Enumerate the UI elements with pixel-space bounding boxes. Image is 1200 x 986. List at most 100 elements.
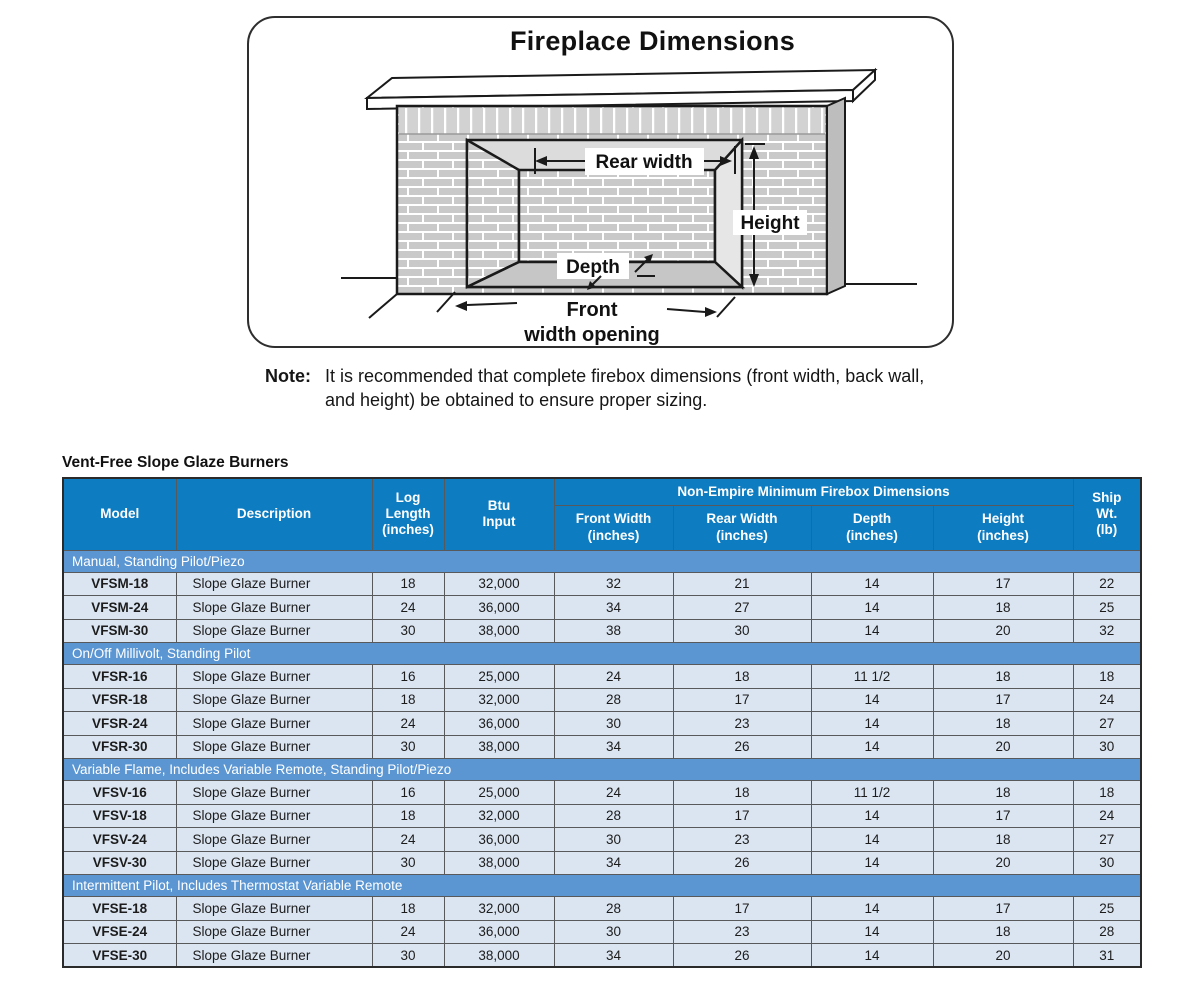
model-cell: VFSR-18 <box>62 687 177 712</box>
front-width-label-line1: Front <box>566 299 617 321</box>
ground-lines <box>341 277 917 319</box>
rear-width-cell: 18 <box>672 780 812 805</box>
log-length-cell: 24 <box>371 827 445 852</box>
spec-row: VFSV-18 Slope Glaze Burner 18 32,000 28 17 14 1… <box>62 803 1142 828</box>
fireplace-diagram-panel: Fireplace Dimensions <box>247 16 954 348</box>
rear-width-label: Rear width <box>595 152 692 173</box>
btu-input-cell: 32,000 <box>443 571 555 596</box>
section-header: On/Off Millivolt, Standing Pilot <box>62 642 1142 665</box>
depth-arrow-up-icon <box>644 254 653 263</box>
model-cell: VFSV-18 <box>62 803 177 828</box>
col-header-log-length: Log Length (inches) <box>371 477 445 551</box>
height-up-arrow-icon <box>749 146 759 159</box>
ship-wt-cell: 22 <box>1072 571 1142 596</box>
depth-cell: 14 <box>810 711 934 736</box>
spec-table-body: Manual, Standing Pilot/Piezo VFSM-18 Slope… <box>62 549 1142 968</box>
log-length-cell: 30 <box>371 618 445 643</box>
btu-input-cell: 36,000 <box>443 595 555 620</box>
height-cell: 18 <box>932 827 1074 852</box>
front-width-cell: 30 <box>553 711 674 736</box>
front-width-cell: 24 <box>553 780 674 805</box>
mantel-shelf <box>364 67 878 111</box>
depth-cell: 14 <box>810 803 934 828</box>
btu-input-cell: 38,000 <box>443 943 555 968</box>
front-width-cell: 34 <box>553 595 674 620</box>
depth-cell: 14 <box>810 827 934 852</box>
model-cell: VFSE-24 <box>62 919 177 944</box>
col-header-ship-wt: Ship Wt. (lb) <box>1072 477 1142 551</box>
model-cell: VFSV-30 <box>62 850 177 875</box>
front-width-right-arrow-icon <box>705 307 717 317</box>
description-cell: Slope Glaze Burner <box>175 595 373 620</box>
spec-row: VFSE-18 Slope Glaze Burner 18 32,000 28 17 14 1… <box>62 896 1142 921</box>
btu-input-cell: 25,000 <box>443 664 555 689</box>
section-header: Manual, Standing Pilot/Piezo <box>62 549 1142 573</box>
height-cell: 18 <box>932 664 1074 689</box>
section-row: Variable Flame, Includes Variable Remote… <box>62 758 1142 781</box>
front-width-cell: 28 <box>553 803 674 828</box>
rear-width-right-arrow-icon <box>720 156 732 166</box>
spec-row: VFSR-30 Slope Glaze Burner 30 38,000 34 26 14 2… <box>62 734 1142 759</box>
height-cell: 17 <box>932 803 1074 828</box>
front-width-label-line2: width opening <box>523 324 660 346</box>
ship-wt-cell: 25 <box>1072 595 1142 620</box>
ship-wt-cell: 30 <box>1072 734 1142 759</box>
ship-wt-cell: 30 <box>1072 850 1142 875</box>
log-length-cell: 18 <box>371 571 445 596</box>
spec-row: VFSV-16 Slope Glaze Burner 16 25,000 24 18 11 … <box>62 780 1142 805</box>
depth-cell: 14 <box>810 919 934 944</box>
rear-width-cell: 23 <box>672 827 812 852</box>
model-cell: VFSM-30 <box>62 618 177 643</box>
spec-row: VFSE-24 Slope Glaze Burner 24 36,000 30 23 14 1… <box>62 919 1142 944</box>
depth-cell: 14 <box>810 595 934 620</box>
height-cell: 20 <box>932 734 1074 759</box>
ship-wt-cell: 18 <box>1072 664 1142 689</box>
depth-cell: 11 1/2 <box>810 780 934 805</box>
model-cell: VFSE-18 <box>62 896 177 921</box>
log-length-cell: 16 <box>371 664 445 689</box>
model-cell: VFSR-16 <box>62 664 177 689</box>
log-length-cell: 24 <box>371 595 445 620</box>
rear-width-cell: 23 <box>672 711 812 736</box>
rear-width-cell: 27 <box>672 595 812 620</box>
ship-wt-cell: 31 <box>1072 943 1142 968</box>
height-cell: 20 <box>932 618 1074 643</box>
front-width-cell: 24 <box>553 664 674 689</box>
front-width-cell: 34 <box>553 734 674 759</box>
rear-width-cell: 26 <box>672 850 812 875</box>
depth-cell: 14 <box>810 850 934 875</box>
rear-width-cell: 26 <box>672 943 812 968</box>
height-cell: 18 <box>932 711 1074 736</box>
section-header: Variable Flame, Includes Variable Remote… <box>62 758 1142 781</box>
rear-width-cell: 17 <box>672 896 812 921</box>
height-cell: 20 <box>932 850 1074 875</box>
section-header: Intermittent Pilot, Includes Thermostat … <box>62 874 1142 897</box>
description-cell: Slope Glaze Burner <box>175 664 373 689</box>
model-cell: VFSE-30 <box>62 943 177 968</box>
height-cell: 18 <box>932 780 1074 805</box>
spec-row: VFSE-30 Slope Glaze Burner 30 38,000 34 26 14 2… <box>62 943 1142 968</box>
height-cell: 20 <box>932 943 1074 968</box>
col-header-rear-width: Rear Width (inches) <box>672 504 812 551</box>
description-cell: Slope Glaze Burner <box>175 919 373 944</box>
model-cell: VFSM-24 <box>62 595 177 620</box>
height-down-arrow-icon <box>749 274 759 287</box>
height-cell: 17 <box>932 687 1074 712</box>
fireplace-illustration: Rear width Height Depth <box>341 67 917 346</box>
model-cell: VFSV-24 <box>62 827 177 852</box>
spec-row: VFSV-24 Slope Glaze Burner 24 36,000 30 23 14 1… <box>62 827 1142 852</box>
rear-width-cell: 26 <box>672 734 812 759</box>
spec-row: VFSM-30 Slope Glaze Burner 30 38,000 38 30 14 2… <box>62 618 1142 643</box>
model-cell: VFSR-24 <box>62 711 177 736</box>
description-cell: Slope Glaze Burner <box>175 687 373 712</box>
depth-cell: 14 <box>810 618 934 643</box>
log-length-cell: 24 <box>371 711 445 736</box>
height-annotation: Height <box>733 143 807 287</box>
col-header-btu-input: Btu Input <box>443 477 555 551</box>
btu-input-cell: 32,000 <box>443 896 555 921</box>
front-width-cell: 32 <box>553 571 674 596</box>
front-width-cell: 34 <box>553 850 674 875</box>
rear-width-cell: 17 <box>672 803 812 828</box>
ship-wt-cell: 24 <box>1072 803 1142 828</box>
